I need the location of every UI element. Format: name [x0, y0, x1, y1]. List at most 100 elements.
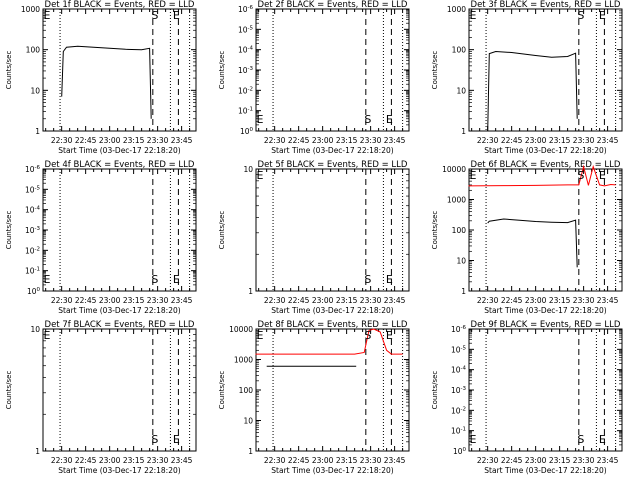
x-tick-label: 23:45	[597, 456, 619, 465]
series-lld	[255, 328, 403, 355]
x-tick-label: 23:00	[525, 456, 547, 465]
y-axis-label: Counts/sec	[218, 371, 226, 410]
y-tick-label: 100	[240, 127, 254, 136]
edge-end-marker: E	[257, 113, 264, 126]
panel-5: Det 5f BLACK = Events, RED = LLD Counts/s…	[218, 160, 410, 315]
y-tick-label: 1000	[447, 5, 466, 14]
edge-end-marker: E	[470, 433, 477, 446]
x-tick-label: 23:15	[549, 296, 571, 305]
x-tick-label: 23:45	[171, 136, 193, 145]
plot-frame	[255, 168, 410, 292]
y-tick-label: 1	[248, 447, 253, 456]
y-axis-label: Counts/sec	[5, 371, 13, 410]
y-tick-label: 100	[453, 447, 467, 456]
x-tick-label: 23:45	[384, 456, 406, 465]
y-axis-label: Counts/sec	[218, 211, 226, 250]
y-tick-label: 10-2	[25, 246, 40, 255]
x-axis-label: Start Time (03-Dec-17 22:18:20)	[484, 306, 606, 315]
x-axis-label: Start Time (03-Dec-17 22:18:20)	[271, 466, 393, 475]
y-tick-label: 1000	[21, 5, 40, 14]
x-axis-label: Start Time (03-Dec-17 22:18:20)	[484, 466, 606, 475]
y-tick-label: 10000	[442, 165, 466, 174]
start-marker: S	[364, 113, 371, 126]
x-tick-label: 23:30	[147, 136, 169, 145]
x-tick-label: 23:30	[360, 456, 382, 465]
x-tick-label: 22:45	[288, 456, 310, 465]
series-lld	[468, 164, 616, 187]
x-axis-label: Start Time (03-Dec-17 22:18:20)	[58, 466, 180, 475]
panel-8: Det 8f BLACK = Events, RED = LLD Counts/s…	[218, 320, 410, 475]
x-tick-label: 22:45	[75, 136, 97, 145]
y-tick-label: 10-4	[25, 206, 41, 215]
end-marker: E	[599, 169, 606, 182]
y-tick-label: 1	[35, 447, 40, 456]
panel-title: Det 7f BLACK = Events, RED = LLD	[45, 320, 195, 330]
y-tick-label: 10	[30, 86, 40, 95]
y-axis-label: Counts/sec	[431, 211, 439, 250]
series-events	[487, 218, 578, 268]
y-tick-label: 10-3	[451, 386, 467, 395]
y-tick-label: 1000	[447, 196, 466, 205]
panel-title: Det 2f BLACK = Events, RED = LLD	[258, 0, 408, 10]
panel-title: Det 8f BLACK = Events, RED = LLD	[258, 320, 408, 330]
x-tick-label: 23:30	[573, 456, 595, 465]
panel-6: Det 6f BLACK = Events, RED = LLD Counts/s…	[431, 160, 623, 315]
x-tick-label: 22:45	[501, 296, 523, 305]
x-tick-label: 23:15	[549, 456, 571, 465]
x-tick-label: 22:45	[501, 456, 523, 465]
y-tick-label: 10-3	[25, 226, 41, 235]
x-tick-label: 23:30	[573, 136, 595, 145]
y-tick-label: 100	[452, 46, 467, 55]
y-tick-label: 100	[452, 226, 467, 235]
plot-frame	[42, 328, 197, 452]
y-tick-label: 10-4	[238, 46, 254, 55]
start-marker: S	[364, 329, 371, 342]
panel-1: Det 1f BLACK = Events, RED = LLD Counts/s…	[5, 0, 197, 155]
x-tick-label: 23:00	[99, 296, 121, 305]
x-tick-label: 23:15	[123, 456, 145, 465]
x-tick-label: 23:15	[336, 136, 358, 145]
series-events	[487, 50, 578, 132]
x-tick-label: 23:30	[147, 456, 169, 465]
y-tick-label: 10	[456, 86, 466, 95]
x-tick-label: 23:45	[384, 136, 406, 145]
start-marker: S	[151, 9, 158, 22]
x-tick-label: 23:45	[171, 456, 193, 465]
end-marker: E	[386, 273, 393, 286]
x-tick-label: 23:15	[123, 136, 145, 145]
x-tick-label: 22:45	[288, 296, 310, 305]
start-marker: S	[577, 169, 584, 182]
panel-9: Det 9f BLACK = Events, RED = LLD Counts/s…	[431, 320, 623, 475]
start-marker: S	[577, 9, 584, 22]
start-marker: S	[364, 273, 371, 286]
y-tick-label: 1	[248, 287, 253, 296]
x-tick-label: 23:15	[336, 296, 358, 305]
x-tick-label: 23:15	[336, 456, 358, 465]
edge-end-marker: E	[470, 9, 477, 22]
x-tick-label: 23:15	[123, 296, 145, 305]
y-tick-label: 10-5	[25, 185, 41, 194]
y-tick-label: 10-6	[25, 165, 41, 174]
x-tick-label: 22:30	[477, 296, 499, 305]
x-axis-label: Start Time (03-Dec-17 22:18:20)	[271, 146, 393, 155]
end-marker: E	[386, 113, 393, 126]
x-axis-label: Start Time (03-Dec-17 22:18:20)	[58, 306, 180, 315]
x-tick-label: 23:30	[360, 136, 382, 145]
x-tick-label: 23:45	[597, 296, 619, 305]
y-tick-label: 10-5	[238, 25, 254, 34]
x-tick-label: 22:30	[264, 136, 286, 145]
y-tick-label: 10-1	[238, 107, 253, 116]
plot-frame	[468, 8, 623, 132]
end-marker: E	[386, 329, 393, 342]
start-marker: S	[151, 273, 158, 286]
y-tick-label: 10-4	[451, 366, 467, 375]
y-axis-label: Counts/sec	[5, 51, 13, 90]
y-tick-label: 100	[239, 386, 254, 395]
x-tick-label: 23:45	[597, 136, 619, 145]
end-marker: E	[173, 273, 180, 286]
series-events	[61, 45, 152, 119]
y-tick-label: 10	[456, 257, 466, 266]
y-tick-label: 1000	[234, 356, 253, 365]
x-tick-label: 23:30	[573, 296, 595, 305]
